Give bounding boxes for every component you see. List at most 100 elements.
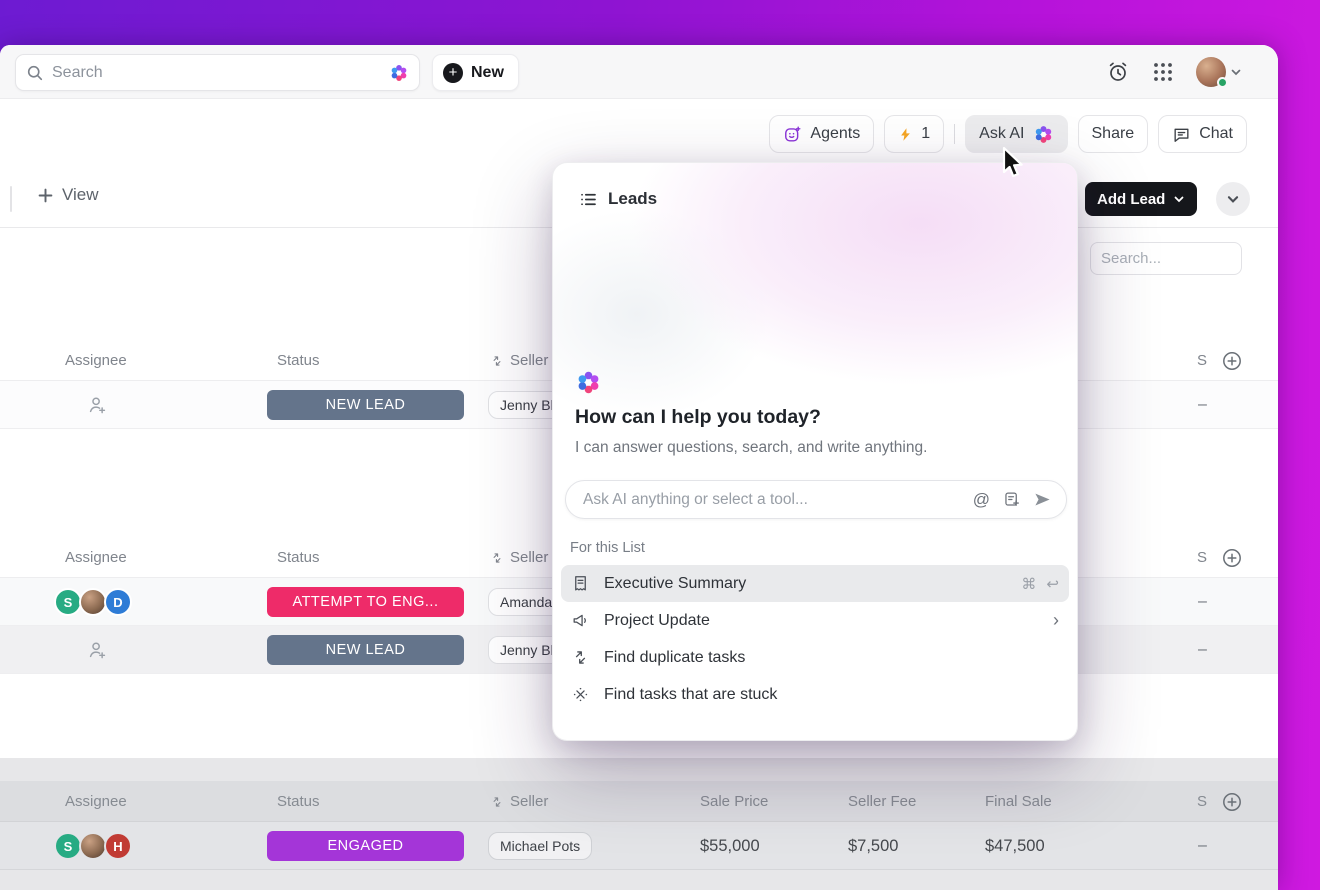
menu-item-executive-summary[interactable]: Executive Summary ⌘ ↩	[561, 565, 1069, 602]
column-header-truncated[interactable]: S	[1197, 549, 1208, 566]
chevron-down-icon	[1227, 196, 1239, 203]
chat-label: Chat	[1199, 125, 1233, 142]
account-menu[interactable]	[1196, 57, 1242, 88]
column-header-assignee[interactable]: Assignee	[65, 549, 127, 566]
enter-key-icon: ↩	[1046, 575, 1059, 593]
agents-button[interactable]: Agents	[769, 115, 875, 153]
seller-fee-value[interactable]: $7,500	[848, 836, 899, 855]
new-button-label: New	[471, 63, 504, 81]
status-badge[interactable]: ENGAGED	[267, 831, 464, 861]
column-header-assignee[interactable]: Assignee	[65, 793, 127, 810]
ask-ai-text-input[interactable]	[583, 490, 961, 509]
ai-greeting: How can I help you today?	[575, 406, 821, 428]
global-search[interactable]	[15, 54, 420, 91]
column-header-truncated[interactable]: S	[1197, 352, 1208, 369]
menu-item-label: Project Update	[604, 611, 710, 629]
empty-value: –	[1198, 837, 1207, 854]
new-button[interactable]: + New	[432, 54, 519, 91]
ai-usage-count: 1	[921, 125, 931, 142]
menu-item-find-duplicate-tasks[interactable]: Find duplicate tasks	[561, 639, 1069, 676]
sparkle-icon	[573, 687, 588, 702]
column-header-seller[interactable]: Seller	[490, 537, 548, 578]
global-search-input[interactable]	[52, 63, 381, 82]
column-header-final-sale[interactable]: Final Sale	[985, 793, 1052, 810]
megaphone-icon	[573, 614, 586, 627]
mention-icon[interactable]: @	[972, 489, 990, 509]
keyboard-shortcut: ⌘ ↩	[1021, 575, 1059, 593]
ai-flower-icon	[575, 369, 602, 396]
section-label: For this List	[570, 540, 645, 556]
table-row[interactable]: S H ENGAGED Michael Pots $55,000 $7,500 …	[0, 822, 1278, 870]
column-header-seller[interactable]: Seller	[490, 781, 548, 822]
collapse-header-button[interactable]	[1216, 182, 1250, 216]
menu-item-label: Find tasks that are stuck	[604, 685, 778, 703]
empty-value: –	[1198, 396, 1207, 413]
plus-circle-icon	[1223, 548, 1241, 567]
ai-flower-icon[interactable]	[389, 63, 409, 83]
seller-header-label: Seller	[510, 352, 549, 369]
menu-item-find-stuck-tasks[interactable]: Find tasks that are stuck	[561, 676, 1069, 713]
column-header-seller-fee[interactable]: Seller Fee	[848, 793, 917, 810]
agents-label: Agents	[810, 125, 861, 142]
seller-tag[interactable]: Michael Pots	[488, 832, 593, 860]
list-search-input[interactable]	[1101, 250, 1231, 267]
divider	[954, 124, 956, 144]
seller-tag[interactable]: Jenny Bl	[488, 391, 566, 419]
add-column-button[interactable]	[1221, 340, 1243, 381]
plus-circle-icon	[1223, 351, 1241, 370]
chat-bubble-icon	[1174, 128, 1189, 142]
menu-item-project-update[interactable]: Project Update ›	[561, 602, 1069, 639]
prompt-template-icon[interactable]	[1002, 490, 1021, 509]
column-header-seller[interactable]: Seller	[490, 340, 548, 381]
send-icon[interactable]	[1033, 490, 1052, 509]
avatar-initial: D	[104, 588, 132, 616]
status-badge[interactable]: NEW LEAD	[267, 390, 464, 420]
agent-face-icon	[785, 126, 801, 142]
list-search[interactable]	[1090, 242, 1242, 275]
ai-field-icon	[493, 552, 501, 563]
add-assignee-button[interactable]	[86, 394, 108, 416]
add-assignee-button[interactable]	[86, 639, 108, 661]
action-bar: Agents 1 Ask AI Share Chat	[769, 115, 1247, 153]
column-header-truncated[interactable]: S	[1197, 793, 1208, 810]
share-label: Share	[1091, 125, 1135, 142]
cmd-key-icon: ⌘	[1021, 575, 1037, 593]
ask-ai-popup: Leads How can I help you today? I can an…	[553, 163, 1077, 740]
top-bar: + New	[0, 45, 1278, 99]
add-column-button[interactable]	[1221, 781, 1243, 822]
chat-button[interactable]: Chat	[1158, 115, 1247, 153]
seller-tag[interactable]: Amanda	[488, 588, 565, 616]
sale-price-value[interactable]: $55,000	[700, 836, 760, 855]
divider	[10, 186, 12, 212]
ask-ai-input[interactable]: @	[565, 480, 1067, 519]
status-badge[interactable]: NEW LEAD	[267, 635, 464, 665]
add-view-button[interactable]: View	[38, 185, 99, 205]
status-badge[interactable]: ATTEMPT TO ENG...	[267, 587, 464, 617]
column-header-status[interactable]: Status	[277, 549, 320, 566]
person-add-icon	[89, 642, 106, 659]
ask-ai-button[interactable]: Ask AI	[965, 115, 1068, 153]
menu-item-label: Find duplicate tasks	[604, 648, 746, 666]
assignee-avatars[interactable]: S D	[54, 588, 132, 616]
apps-grid-icon[interactable]	[1152, 61, 1174, 83]
chevron-down-icon	[1231, 69, 1241, 76]
column-header-status[interactable]: Status	[277, 352, 320, 369]
add-column-button[interactable]	[1221, 537, 1243, 578]
plus-icon	[38, 188, 53, 202]
ai-tool-menu: Executive Summary ⌘ ↩ Project Update › F…	[561, 565, 1069, 713]
ai-usage-button[interactable]: 1	[884, 115, 945, 153]
add-lead-button[interactable]: Add Lead	[1085, 182, 1198, 216]
share-button[interactable]: Share	[1077, 115, 1149, 153]
person-add-icon	[89, 397, 106, 414]
column-header-status[interactable]: Status	[277, 793, 320, 810]
popup-list-title: Leads	[608, 189, 658, 208]
popup-header: Leads	[579, 189, 657, 209]
add-lead-label: Add Lead	[1097, 190, 1166, 208]
assignee-avatars[interactable]: S H	[54, 832, 132, 860]
final-sale-value[interactable]: $47,500	[985, 836, 1045, 855]
column-header-assignee[interactable]: Assignee	[65, 352, 127, 369]
reminders-clock-icon[interactable]	[1106, 60, 1130, 84]
column-header-sale-price[interactable]: Sale Price	[700, 793, 769, 810]
lightning-icon	[901, 127, 911, 141]
